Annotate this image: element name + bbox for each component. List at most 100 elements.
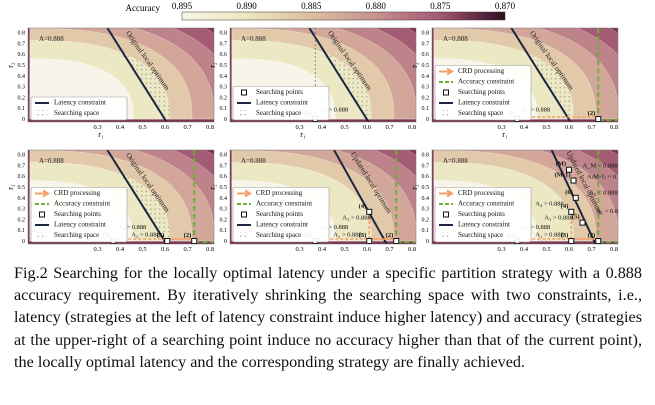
- colorbar-title: Accuracy: [126, 3, 161, 13]
- y-tick-label: 0.4: [18, 74, 26, 80]
- y-tick-label: 0.3: [220, 85, 228, 91]
- note: A₃ > 0.888: [544, 214, 573, 221]
- y-tick-label: 0.7: [220, 163, 228, 169]
- legend-label: Searching points: [458, 88, 505, 96]
- figure: Accuracy 0.895 0.890 0.885 0.880 0.875 0.870 O…: [6, 1, 625, 255]
- x-tick-label: 0.6: [363, 246, 372, 253]
- note: A₁ > 0.888: [522, 106, 551, 113]
- y-tick-label: 0.4: [18, 196, 26, 202]
- searching-point: [393, 238, 400, 244]
- colorbar-tick-label: 0.875: [430, 1, 451, 11]
- searching-point: [568, 208, 575, 215]
- x-tick-label: 0.5: [542, 246, 550, 253]
- latency-constraint: [332, 150, 388, 244]
- x-tick-label: 0.4: [116, 124, 125, 131]
- plot-area: Updated local optimumA=0.888(1)(2)(3)(4)…: [230, 150, 416, 244]
- y-tick-label: 0.6: [220, 174, 228, 180]
- x-axis-label: r₁: [502, 252, 508, 255]
- legend-icon: [441, 110, 451, 117]
- legend-icon: [237, 189, 252, 198]
- x-tick-label: 0.7: [587, 246, 596, 253]
- point-label: (M-1): [555, 172, 571, 179]
- legend-box: [434, 65, 532, 121]
- y-tick-label: 0.1: [220, 228, 228, 234]
- legend-icon: [39, 211, 45, 218]
- y-tick-label: 0.8: [220, 31, 228, 37]
- legend-label: Searching points: [256, 88, 303, 96]
- y-tick-label: 0.3: [18, 85, 26, 91]
- note: A₂ > 0.888: [535, 232, 564, 239]
- searching-point: [164, 238, 171, 244]
- x-axis-label: r₁: [502, 130, 508, 139]
- note: A₃ > 0.888: [342, 214, 371, 221]
- x-tick-label: 0.3: [497, 246, 505, 253]
- note: A₂ > 0.888: [333, 232, 362, 239]
- y-tick-label: 0.6: [422, 174, 430, 180]
- y-tick-label: 0.5: [18, 63, 26, 69]
- legend-label: Searching points: [458, 210, 505, 218]
- legend-icon: [241, 211, 247, 218]
- y-tick-label: 0.8: [18, 153, 26, 159]
- note: A₆ < 0.888: [589, 190, 618, 197]
- legend-icon: [443, 89, 449, 96]
- legend-label: Latency constraint: [54, 99, 106, 107]
- y-tick-label: 0.7: [18, 41, 26, 47]
- colorbar-tick-label: 0.890: [236, 1, 257, 11]
- colorbar: [181, 11, 506, 21]
- colorbar-tick-label: 0.885: [301, 1, 322, 11]
- legend-label: Searching space: [458, 109, 503, 117]
- searching-point: [366, 208, 373, 215]
- y-tick-label: 0.4: [220, 74, 228, 80]
- point-label: (5): [572, 214, 580, 221]
- y-tick-label: 0.7: [220, 41, 228, 47]
- searching-point: [191, 238, 198, 244]
- x-tick-label: 0.5: [340, 124, 348, 131]
- latency-constraint: [106, 28, 168, 122]
- x-tick-label: 0.8: [408, 246, 416, 253]
- y-tick-label: 0.6: [18, 174, 26, 180]
- legend-label: Latency constraint: [256, 221, 308, 229]
- y-axis-label: r₂: [410, 62, 419, 68]
- plot-frame: [229, 27, 417, 123]
- legend-label: CRD processing: [458, 67, 505, 75]
- y-tick-label: 0.1: [422, 106, 430, 112]
- legend-label: Searching space: [54, 231, 99, 239]
- note: A₁ > 0.888: [320, 224, 349, 231]
- x-axis-label: r₁: [300, 252, 306, 255]
- x-axis-label: r₁: [98, 130, 104, 139]
- point-label: (2): [184, 232, 192, 239]
- y-tick-label: 0.1: [422, 228, 430, 234]
- searching-point: [570, 177, 577, 184]
- contour-label: A=0.888: [39, 157, 64, 165]
- y-tick-label: 0: [22, 117, 25, 123]
- y-tick-label: 0.6: [220, 52, 228, 58]
- x-tick-label: 0.6: [565, 124, 574, 131]
- searching-point: [595, 116, 602, 122]
- legend-icon: [35, 189, 50, 198]
- legend-icon: [239, 232, 249, 239]
- colorbar-tick-label: 0.880: [366, 1, 387, 11]
- plot-area: Original local optimumA=0.888(1)(2)(3)A₁…: [28, 150, 214, 244]
- legend-icon: [439, 189, 454, 198]
- panel: Original local optimumA=0.888(1)(2)(3)A₁…: [6, 149, 215, 255]
- plot-frame: [431, 149, 619, 245]
- point-label: (4): [561, 203, 569, 210]
- x-tick-label: 0.7: [587, 124, 596, 131]
- legend-label: Searching space: [458, 231, 503, 239]
- contour-label: A=0.888: [241, 157, 266, 165]
- y-tick-label: 0.8: [422, 31, 430, 37]
- contour-label: A=0.888: [443, 157, 468, 165]
- note: A₅ > 0.888: [596, 208, 625, 215]
- x-tick-label: 0.4: [520, 124, 529, 131]
- legend-label: Latency constraint: [458, 99, 510, 107]
- y-tick-label: 0.3: [422, 207, 430, 213]
- x-tick-label: 0.8: [408, 124, 416, 131]
- colorbar-tick-label: 0.895: [172, 1, 193, 11]
- point-label: (3): [561, 232, 569, 239]
- x-tick-label: 0.3: [93, 246, 101, 253]
- y-tick-label: 0.6: [422, 52, 430, 58]
